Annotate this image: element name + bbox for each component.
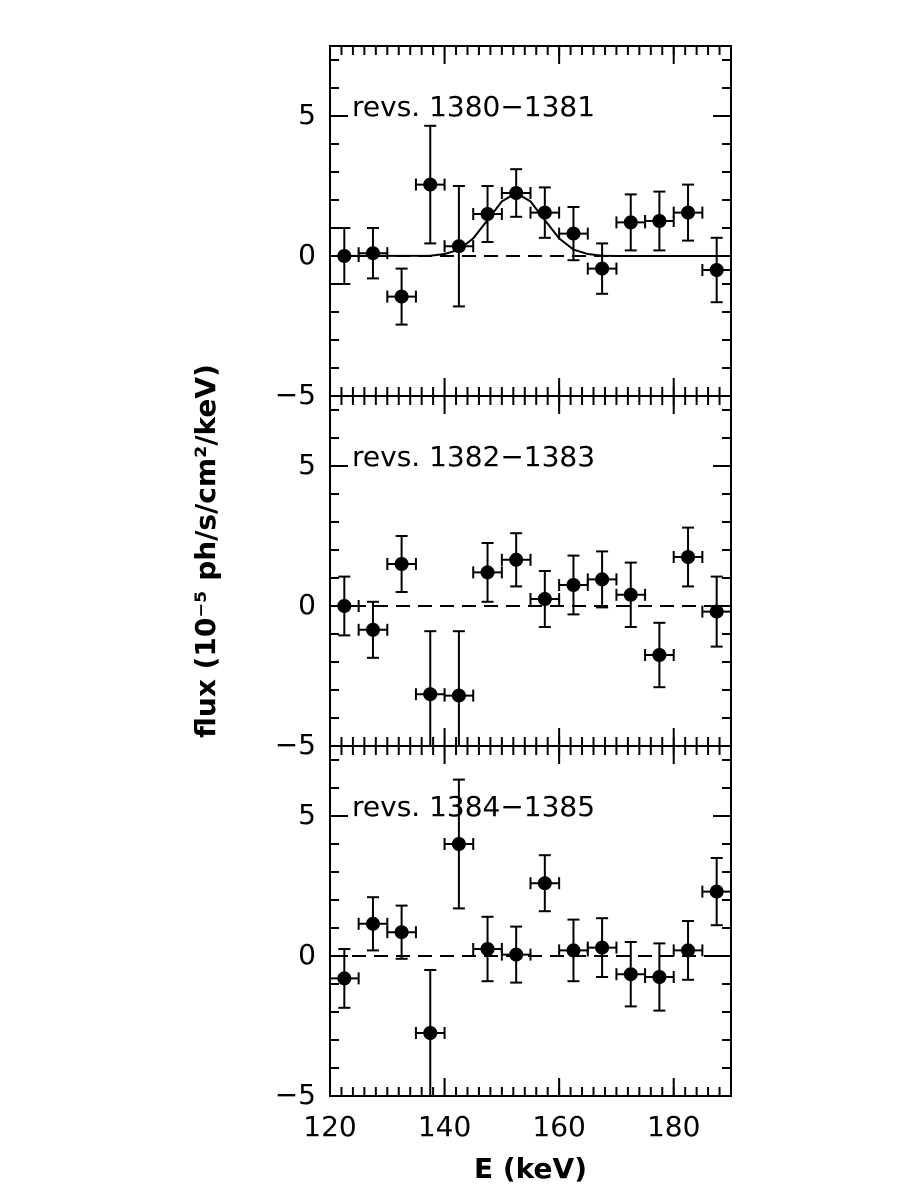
x-tick-label: 180 <box>647 1110 700 1143</box>
y-tick-label: 5 <box>298 98 316 131</box>
data-point <box>681 943 696 958</box>
data-point <box>423 687 438 702</box>
data-point <box>394 925 409 940</box>
data-point <box>652 970 667 984</box>
y-tick-label: −5 <box>275 728 316 761</box>
data-point <box>337 249 352 263</box>
y-tick-label: 0 <box>298 938 316 971</box>
data-point <box>451 239 466 254</box>
data-point <box>709 604 724 619</box>
data-point <box>337 599 352 613</box>
x-tick-label: 160 <box>532 1110 585 1143</box>
data-point <box>423 1026 438 1040</box>
x-tick-label: 140 <box>418 1110 471 1143</box>
y-tick-label: −5 <box>275 1078 316 1111</box>
plot-area <box>330 778 731 1096</box>
plot-frame <box>329 745 732 1097</box>
data-point <box>480 942 495 956</box>
data-point <box>480 207 495 221</box>
data-point <box>623 215 638 230</box>
data-point <box>537 876 552 891</box>
x-axis-label: E (keV) <box>474 1152 587 1185</box>
data-point <box>337 971 352 986</box>
data-point <box>566 943 581 958</box>
data-point <box>394 289 409 304</box>
y-tick-label: 0 <box>298 588 316 621</box>
panel: −5 0 5 revs. 1380−1381 <box>275 45 732 411</box>
panel-annotation: revs. 1380−1381 <box>352 90 595 123</box>
panel: 120 140 160 180 −5 0 5 revs. 1384−1385 <box>275 745 732 1143</box>
data-point <box>595 940 610 955</box>
x-tick-label: 120 <box>303 1110 356 1143</box>
data-point <box>709 263 724 277</box>
y-tick-label: 5 <box>298 448 316 481</box>
data-point <box>681 550 696 564</box>
data-point <box>652 648 667 662</box>
data-point <box>681 205 696 220</box>
data-point <box>423 177 438 192</box>
y-tick-label: −5 <box>275 378 316 411</box>
data-point <box>509 186 524 200</box>
data-point <box>365 622 380 637</box>
data-point <box>537 592 552 606</box>
data-point <box>451 837 466 851</box>
plot-area <box>330 526 731 746</box>
data-point <box>509 552 524 567</box>
y-tick-label: 0 <box>298 238 316 271</box>
panel: −5 0 5 revs. 1382−1383 <box>275 395 732 761</box>
panel-annotation: revs. 1384−1385 <box>352 790 595 823</box>
data-point <box>652 214 667 228</box>
data-point <box>480 565 495 580</box>
y-tick-label: 5 <box>298 798 316 831</box>
data-point <box>566 226 581 241</box>
data-point <box>623 967 638 982</box>
data-point <box>623 587 638 602</box>
data-point <box>509 947 524 962</box>
data-point <box>365 916 380 931</box>
data-point <box>365 246 380 261</box>
y-axis-label: flux (10⁻⁵ ph/s/cm²/keV) <box>189 364 222 738</box>
plot-area <box>330 124 731 326</box>
data-point <box>709 884 724 899</box>
data-point <box>566 578 581 592</box>
data-point <box>394 557 409 571</box>
panel-annotation: revs. 1382−1383 <box>352 440 595 473</box>
data-point <box>537 205 552 220</box>
data-point <box>595 572 610 587</box>
data-point <box>451 688 466 703</box>
model-curve <box>330 191 731 257</box>
data-point <box>595 261 610 276</box>
